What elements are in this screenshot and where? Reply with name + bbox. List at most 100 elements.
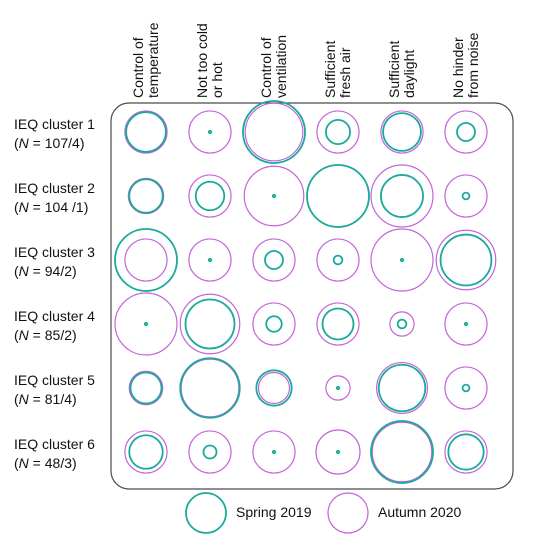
bubble-spring-2019-r4-c5 bbox=[396, 318, 408, 330]
row-label-4: IEQ cluster 4 (N = 85/2) bbox=[14, 307, 124, 345]
bubble-autumn-2020-r5-c2 bbox=[180, 358, 240, 418]
column-header-line: fresh air bbox=[337, 47, 353, 98]
row-label-name: IEQ cluster 3 bbox=[14, 244, 95, 260]
bubble-autumn-2020-r5-c3 bbox=[257, 371, 291, 405]
bubble-spring-2019-r3-c4 bbox=[332, 254, 344, 266]
bubble-autumn-2020-r2-c5 bbox=[370, 164, 434, 228]
bubble-spring-2019-r6-c1 bbox=[128, 434, 164, 470]
n-symbol: N bbox=[18, 327, 29, 343]
bubble-spring-2019-r2-c5 bbox=[380, 174, 424, 218]
bubble-spring-2019-r1-c2 bbox=[207, 129, 213, 135]
row-label-name: IEQ cluster 5 bbox=[14, 372, 95, 388]
legend-marks bbox=[185, 492, 369, 534]
bubble-spring-2019-r3-c2 bbox=[207, 257, 213, 263]
row-label-5: IEQ cluster 5 (N = 81/4) bbox=[14, 371, 124, 409]
bubble-autumn-2020-r4-c3 bbox=[252, 302, 296, 346]
plot-frame bbox=[110, 102, 514, 490]
bubble-autumn-2020-r1-c2 bbox=[188, 110, 232, 154]
legend-swatch-autumn-2020 bbox=[327, 492, 369, 534]
bubble-spring-2019-r6-c5 bbox=[370, 420, 434, 484]
bubble-spring-2019-r3-c3 bbox=[264, 250, 284, 270]
bubble-autumn-2020-r4-c2 bbox=[179, 293, 241, 355]
bubble-autumn-2020-r4-c5 bbox=[389, 311, 415, 337]
row-label-n: (N = 81/4) bbox=[14, 391, 77, 407]
bubble-autumn-2020-r3-c4 bbox=[316, 238, 360, 282]
row-label-1: IEQ cluster 1 (N = 107/4) bbox=[14, 115, 124, 153]
column-header-5: Sufficient daylight bbox=[386, 41, 417, 98]
bubble-autumn-2020-r2-c2 bbox=[188, 174, 232, 218]
bubble-spring-2019-r1-c5 bbox=[382, 112, 422, 152]
column-header-4: Sufficient fresh air bbox=[322, 41, 353, 98]
row-label-n-value: 85/2 bbox=[44, 327, 73, 343]
column-header-line: ventilation bbox=[273, 34, 289, 98]
bubble-spring-2019-r4-c6 bbox=[463, 321, 469, 327]
legend-swatch-spring-2019 bbox=[185, 492, 227, 534]
bubble-spring-2019-r2-c4 bbox=[306, 164, 370, 228]
row-label-n-value: 81/4 bbox=[44, 391, 73, 407]
row-label-n-value: 104 /1 bbox=[44, 199, 84, 215]
bubble-spring-2019-r3-c1 bbox=[114, 228, 178, 292]
bubble-autumn-2020-r6-c4 bbox=[315, 429, 361, 475]
n-symbol: N bbox=[18, 135, 29, 151]
bubble-layer bbox=[114, 100, 497, 484]
n-symbol: N bbox=[18, 199, 29, 215]
legend-label-autumn-2020: Autumn 2020 bbox=[378, 504, 462, 520]
column-header-line: temperature bbox=[145, 22, 161, 98]
column-header-line: No hinder bbox=[450, 37, 466, 98]
bubble-autumn-2020-r5-c4 bbox=[325, 375, 351, 401]
n-symbol: N bbox=[18, 391, 29, 407]
row-label-n: (N = 48/3) bbox=[14, 455, 77, 471]
row-label-n-value: 48/3 bbox=[44, 455, 73, 471]
row-label-6: IEQ cluster 6 (N = 48/3) bbox=[14, 435, 124, 473]
column-header-line: daylight bbox=[401, 49, 417, 98]
column-header-2: Not too cold or hot bbox=[194, 23, 225, 98]
row-label-n: (N = 94/2) bbox=[14, 263, 77, 279]
bubble-autumn-2020-r1-c6 bbox=[444, 110, 488, 154]
bubble-autumn-2020-r1-c4 bbox=[316, 110, 360, 154]
row-label-name: IEQ cluster 6 bbox=[14, 436, 95, 452]
bubble-spring-2019-r6-c6 bbox=[447, 433, 485, 471]
bubble-spring-2019-r5-c5 bbox=[377, 363, 427, 413]
legend-label-spring-2019: Spring 2019 bbox=[236, 504, 312, 520]
row-label-n: (N = 85/2) bbox=[14, 327, 77, 343]
bubble-autumn-2020-r6-c5 bbox=[371, 421, 433, 483]
row-label-name: IEQ cluster 2 bbox=[14, 180, 95, 196]
bubble-autumn-2020-r3-c2 bbox=[188, 238, 232, 282]
bubble-spring-2019-r6-c4 bbox=[335, 449, 341, 455]
bubble-spring-2019-r2-c3 bbox=[271, 193, 277, 199]
column-header-line: from noise bbox=[465, 32, 481, 98]
bubble-autumn-2020-r6-c3 bbox=[252, 430, 296, 474]
row-label-name: IEQ cluster 1 bbox=[14, 116, 95, 132]
bubble-spring-2019-r5-c4 bbox=[335, 385, 341, 391]
bubble-autumn-2020-r3-c5 bbox=[370, 228, 434, 292]
bubble-autumn-2020-r6-c6 bbox=[444, 430, 488, 474]
column-header-1: Control of temperature bbox=[130, 22, 161, 98]
row-label-n-value: 107/4 bbox=[44, 135, 80, 151]
bubble-autumn-2020-r6-c1 bbox=[124, 430, 168, 474]
bubble-autumn-2020-r4-c4 bbox=[316, 302, 360, 346]
bubble-autumn-2020-r5-c1 bbox=[128, 370, 164, 406]
column-header-line: or hot bbox=[209, 62, 225, 98]
bubble-spring-2019-r4-c2 bbox=[184, 298, 236, 350]
bubble-spring-2019-r6-c2 bbox=[202, 444, 218, 460]
row-label-n: (N = 107/4) bbox=[14, 135, 85, 151]
bubble-autumn-2020-r4-c6 bbox=[444, 302, 488, 346]
row-label-name: IEQ cluster 4 bbox=[14, 308, 95, 324]
bubble-spring-2019-r2-c1 bbox=[128, 178, 164, 214]
column-header-line: Control of bbox=[130, 37, 146, 98]
bubble-autumn-2020-r1-c1 bbox=[124, 110, 168, 154]
bubble-spring-2019-r1-c6 bbox=[456, 122, 476, 142]
column-header-3: Control of ventilation bbox=[258, 34, 289, 98]
bubble-autumn-2020-r1-c3 bbox=[244, 102, 304, 162]
bubble-spring-2019-r1-c4 bbox=[325, 119, 351, 145]
bubble-autumn-2020-r5-c6 bbox=[444, 366, 488, 410]
bubble-spring-2019-r5-c3 bbox=[255, 369, 293, 407]
bubble-spring-2019-r4-c3 bbox=[265, 315, 283, 333]
bubble-autumn-2020-r3-c3 bbox=[252, 238, 296, 282]
column-header-line: Control of bbox=[258, 37, 274, 98]
bubble-autumn-2020-r5-c5 bbox=[375, 361, 429, 415]
row-label-2: IEQ cluster 2 (N = 104 /1) bbox=[14, 179, 124, 217]
bubble-autumn-2020-r4-c1 bbox=[114, 292, 178, 356]
